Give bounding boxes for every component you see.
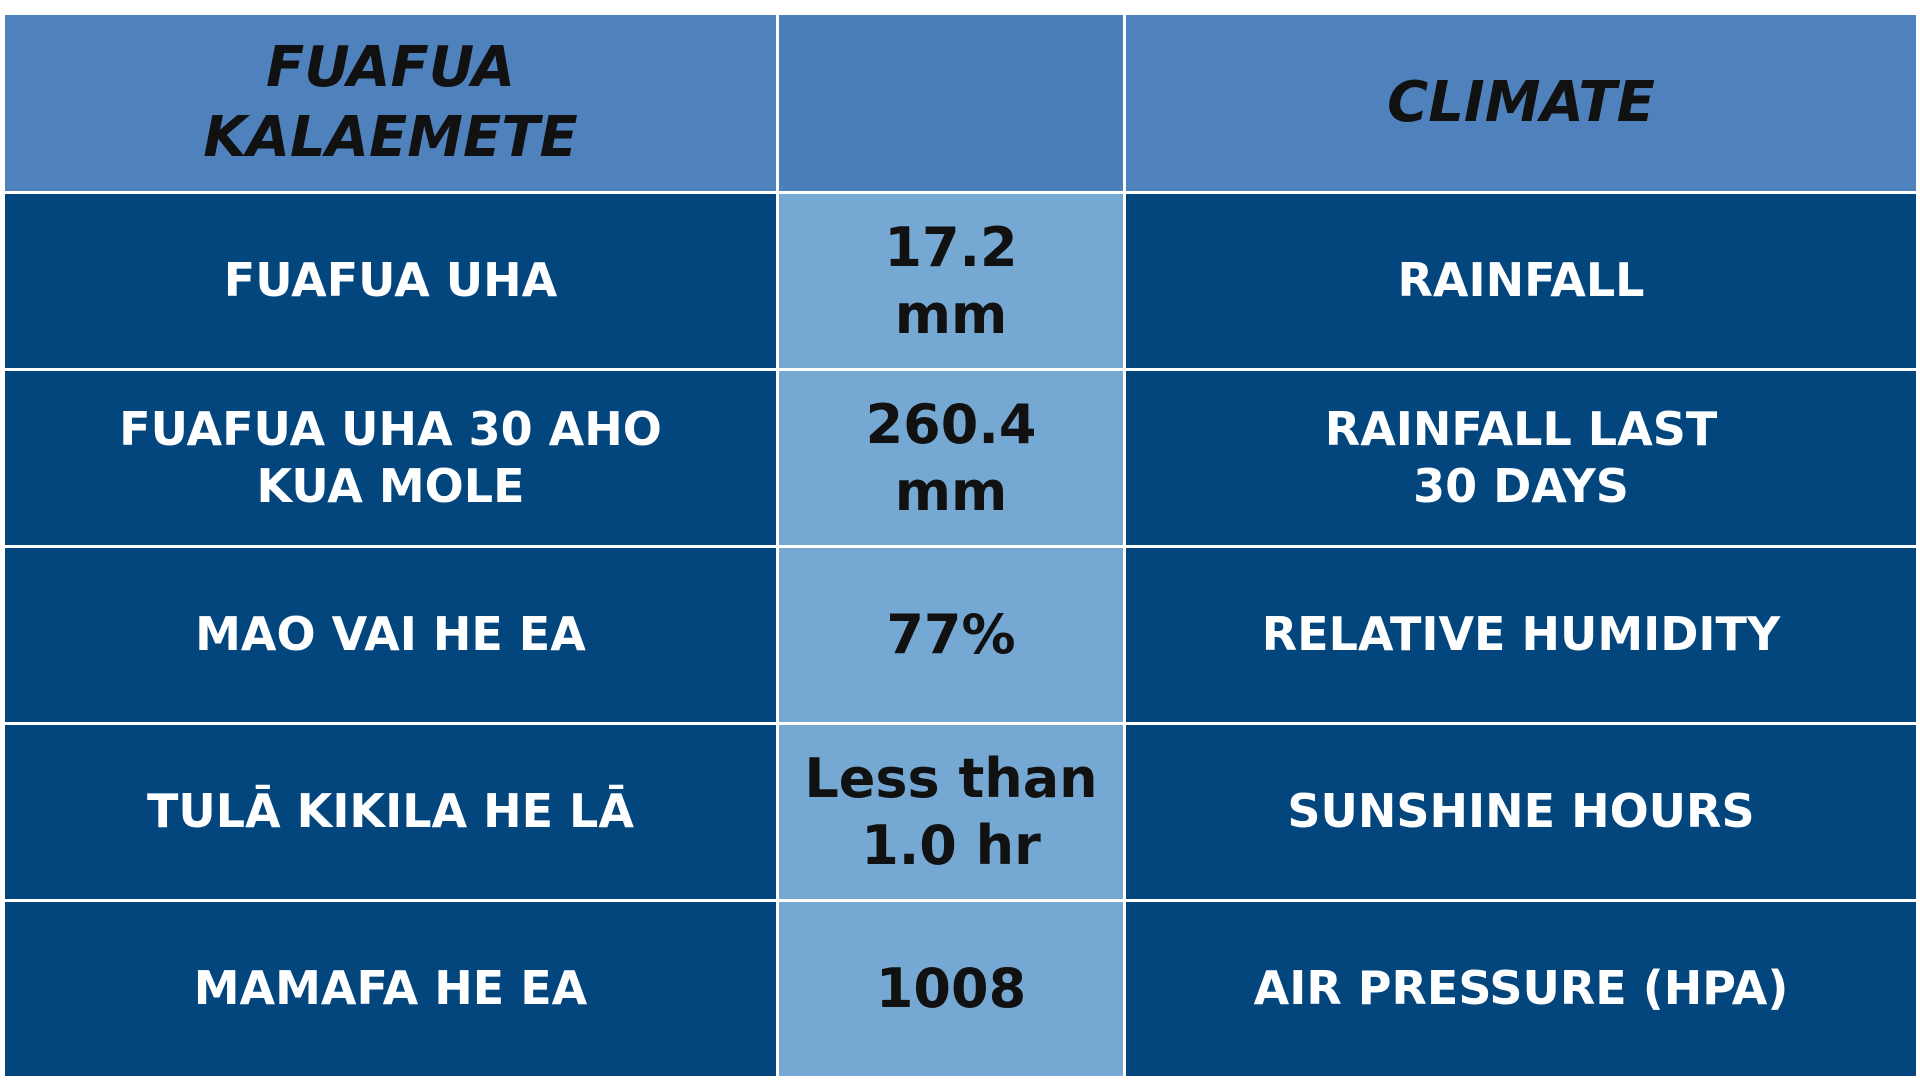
value-cell: 17.2 mm	[776, 191, 1126, 371]
value-cell: 1008	[776, 899, 1126, 1079]
cell-line: RAINFALL	[1397, 253, 1645, 308]
label-cell: TULĀ KIKILA HE LĀ	[2, 722, 779, 902]
header-cell: FUAFUA KALAEMETE	[2, 12, 779, 194]
table-body: FUAFUA KALAEMETE CLIMATE FUAFUA UHA 17.2 mm…	[2, 12, 1919, 1079]
table-row: FUAFUA UHA 30 AHO KUA MOLE 260.4 mm RAINFALL…	[2, 368, 1919, 548]
cell-line: TULĀ KIKILA HE LĀ	[147, 784, 634, 839]
cell-line: AIR PRESSURE (HPA)	[1253, 961, 1789, 1016]
cell-line: KUA MOLE	[256, 459, 525, 513]
cell-line: 17.2	[884, 215, 1018, 279]
cell-line: Less than	[804, 746, 1098, 810]
cell-line: FUAFUA UHA 30 AHO	[119, 401, 662, 456]
cell-line: RELATIVE HUMIDITY	[1261, 607, 1781, 662]
label-cell: RAINFALL	[1123, 191, 1919, 371]
cell-line: FUAFUA UHA	[223, 253, 558, 308]
value-cell: 77%	[776, 545, 1126, 725]
cell-line: 77%	[886, 603, 1016, 667]
header-cell: CLIMATE	[1123, 12, 1919, 194]
cell-line: SUNSHINE HOURS	[1287, 784, 1755, 839]
header-row: FUAFUA KALAEMETE CLIMATE	[2, 12, 1919, 194]
cell-line: KALAEMETE	[203, 105, 578, 170]
table-row: MAO VAI HE EA 77% RELATIVE HUMIDITY	[2, 545, 1919, 725]
label-cell: MAMAFA HE EA	[2, 899, 779, 1079]
table-row: FUAFUA UHA 17.2 mm RAINFALL	[2, 191, 1919, 371]
table-row: TULĀ KIKILA HE LĀ Less than 1.0 hr SUNSHINE…	[2, 722, 1919, 902]
cell-line: 1.0 hr	[861, 814, 1041, 877]
label-cell: RELATIVE HUMIDITY	[1123, 545, 1919, 725]
label-cell: FUAFUA UHA	[2, 191, 779, 371]
cell-line: 30 DAYS	[1413, 459, 1629, 513]
cell-line: FUAFUA	[265, 35, 516, 100]
label-cell: SUNSHINE HOURS	[1123, 722, 1919, 902]
label-cell: AIR PRESSURE (HPA)	[1123, 899, 1919, 1079]
cell-line: MAMAFA HE EA	[193, 961, 588, 1016]
label-cell: MAO VAI HE EA	[2, 545, 779, 725]
climate-table: FUAFUA KALAEMETE CLIMATE FUAFUA UHA 17.2 mm…	[2, 12, 1919, 1079]
cell-line: CLIMATE	[1387, 70, 1655, 135]
header-cell-empty	[776, 12, 1126, 194]
cell-line: mm	[894, 283, 1008, 346]
label-cell: RAINFALL LAST 30 DAYS	[1123, 368, 1919, 548]
table-row: MAMAFA HE EA 1008 AIR PRESSURE (HPA)	[2, 899, 1919, 1079]
cell-line: 260.4	[865, 392, 1037, 456]
cell-line: 1008	[875, 957, 1027, 1021]
cell-line: MAO VAI HE EA	[195, 607, 586, 662]
cell-line: RAINFALL LAST	[1324, 401, 1718, 456]
label-cell: FUAFUA UHA 30 AHO KUA MOLE	[2, 368, 779, 548]
value-cell: Less than 1.0 hr	[776, 722, 1126, 902]
value-cell: 260.4 mm	[776, 368, 1126, 548]
cell-line: mm	[894, 460, 1008, 523]
